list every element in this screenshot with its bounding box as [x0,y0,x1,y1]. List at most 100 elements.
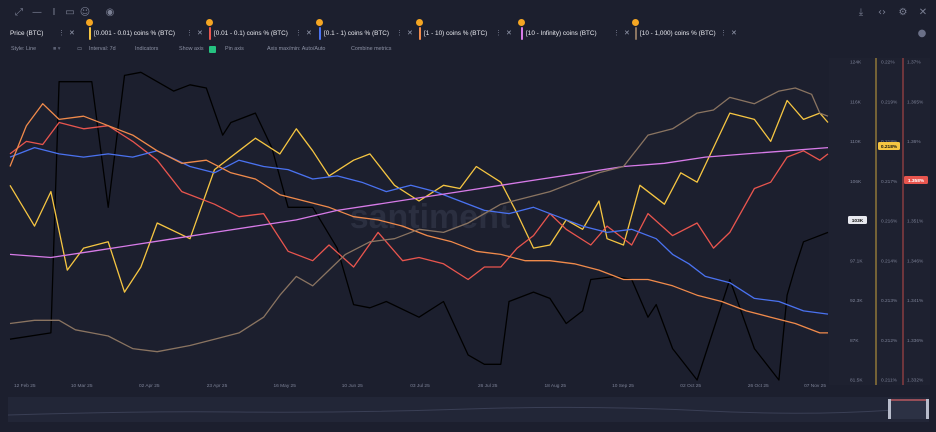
navigator-preview [8,399,929,419]
navigator-handle-right[interactable] [926,399,929,419]
price-axis-tick-label: 110K [850,139,862,145]
drawing-line-icon[interactable]: — [32,7,42,18]
price-axis-tick-label: 97.1K [850,258,863,264]
axis-a-tick-label: 0.211% [881,378,898,384]
close-icon[interactable]: ✕ [624,30,630,37]
series-line-5 [9,146,829,259]
price-axis-tick-label: 116K [850,99,862,105]
grid [10,58,930,385]
color-swatch-icon[interactable]: ■ ▾ [53,46,61,52]
series-line-4 [9,103,828,334]
price-axis-tick-label: 81.5K [850,378,863,384]
alert-badge-icon [518,19,525,26]
axis-max-min-dropdown[interactable]: Axis max/min: Auto/Auto [267,46,326,52]
series-color-swatch [635,27,637,40]
x-tick-label: 10 Mar 25 [71,383,93,389]
more-options-icon[interactable]: ⋮ [396,30,403,37]
interval-dropdown[interactable]: Interval: 7d [89,46,116,52]
axis-a-tick-label: 0.217% [881,179,898,185]
axis-a-tick-label: 0.212% [881,338,898,344]
x-tick-label: 12 Feb 25 [14,383,36,389]
axis-b-tick-label: 1.36% [907,139,921,145]
more-options-icon[interactable]: ⋮ [295,30,302,37]
close-icon[interactable]: ✕ [407,30,413,37]
price-axis-tick-label: 103K [850,219,862,225]
alert-badge-icon [86,19,93,26]
series-color-swatch [89,27,91,40]
download-icon[interactable]: ⤓ [858,7,864,18]
alert-badge-icon [632,19,639,26]
expand-icon[interactable]: ⤢ [15,7,23,18]
plot-area [10,66,828,380]
metric-tab-label: [0.001 - 0.01) coins % (BTC) [94,30,175,37]
price-axis-tick-label: 106K [850,179,862,185]
series-color-swatch [419,27,421,40]
top-toolbar: ⤢ — I ▭ ☺ ◉ ⤓ ‹› ⚙ ✕ [0,4,936,24]
axis-a-tick-label: 0.219% [881,99,898,105]
emoji-icon[interactable]: ☺ [79,7,91,18]
x-tick-label: 10 Jun 25 [342,383,363,389]
x-tick-label: 16 May 25 [273,383,296,389]
note-icon[interactable]: ▭ [65,7,75,18]
more-options-icon[interactable]: ⋮ [495,30,502,37]
series-color-swatch [209,27,211,40]
metric-tab-label: [1 - 10) coins % (BTC) [424,30,488,37]
navigator-handle-left[interactable] [888,399,891,419]
navigator-line [8,406,929,416]
x-tick-label: 03 Jul 25 [410,383,430,389]
navigator-minimap[interactable] [8,397,929,422]
style-dropdown[interactable]: Style: Line [11,46,37,52]
axis-b-tick-label: 1.336% [907,338,924,344]
series-color-swatch [521,27,523,40]
axis-b-current-value-tag [904,176,928,184]
x-axis: 12 Feb 25 10 Mar 25 02 Apr 25 23 Apr 25 16 M… [14,383,826,389]
indicators-dropdown[interactable]: Indicators [135,46,159,52]
series-group [9,71,829,381]
x-tick-label: 07 Nov 25 [804,383,826,389]
close-icon[interactable]: ✕ [731,30,737,37]
axis-a-tick-label: 0.218% [881,139,898,145]
x-tick-label: 23 Apr 25 [207,383,228,389]
axis-a-current-value-tag [878,142,900,150]
calendar-icon[interactable]: ▭ [77,46,83,52]
axis-a-tick-label: 0.214% [881,258,898,264]
more-options-icon[interactable]: ⋮ [613,30,620,37]
alert-badge-icon [316,19,323,26]
eye-icon[interactable]: ◉ [105,7,115,18]
series-color-swatch [319,27,321,40]
x-tick-label: 26 Jul 25 [478,383,498,389]
series-line-3 [9,146,829,315]
pin-icon[interactable]: ● [917,28,927,39]
text-cursor-icon[interactable]: I [52,7,56,18]
axis-a-tick-label: 0.216% [881,219,898,225]
navigator-window[interactable] [888,399,929,419]
more-options-icon[interactable]: ⋮ [720,30,727,37]
embed-code-icon[interactable]: ‹› [878,7,886,18]
more-options-icon[interactable]: ⋮ [186,30,193,37]
metric-tab-label: [0.1 - 1) coins % (BTC) [324,30,389,37]
more-options-icon[interactable]: ⋮ [58,30,65,37]
pin-axis-toggle[interactable]: Pin axis [225,46,244,52]
series-line-0 [9,71,829,381]
axis-panel [829,58,930,385]
axis-b-tick-label: 1.332% [907,378,924,384]
combine-metrics-button[interactable]: Combine metrics [351,46,392,52]
close-icon[interactable]: ✕ [69,30,75,37]
close-icon[interactable]: ✕ [197,30,203,37]
settings-gear-icon[interactable]: ⚙ [898,7,908,18]
price-axis-tick-label: 124K [850,60,862,66]
axis-b-tick-label: 1.341% [907,298,924,304]
x-tick-label: 18 Aug 25 [544,383,566,389]
close-icon[interactable]: ✕ [506,30,512,37]
price-axis-tick-label: 92.3K [850,298,863,304]
axis-b-tick-label: 1.37% [907,60,921,66]
watermark: santiment [350,198,511,236]
metric-tab-label: Price (BTC) [10,30,44,37]
metric-tab-label: [10 - Infinity) coins (BTC) [526,30,597,37]
close-icon[interactable]: ✕ [306,30,312,37]
x-tick-label: 10 Sep 25 [612,383,634,389]
series-line-1 [9,99,829,293]
close-icon[interactable]: ✕ [918,7,928,18]
